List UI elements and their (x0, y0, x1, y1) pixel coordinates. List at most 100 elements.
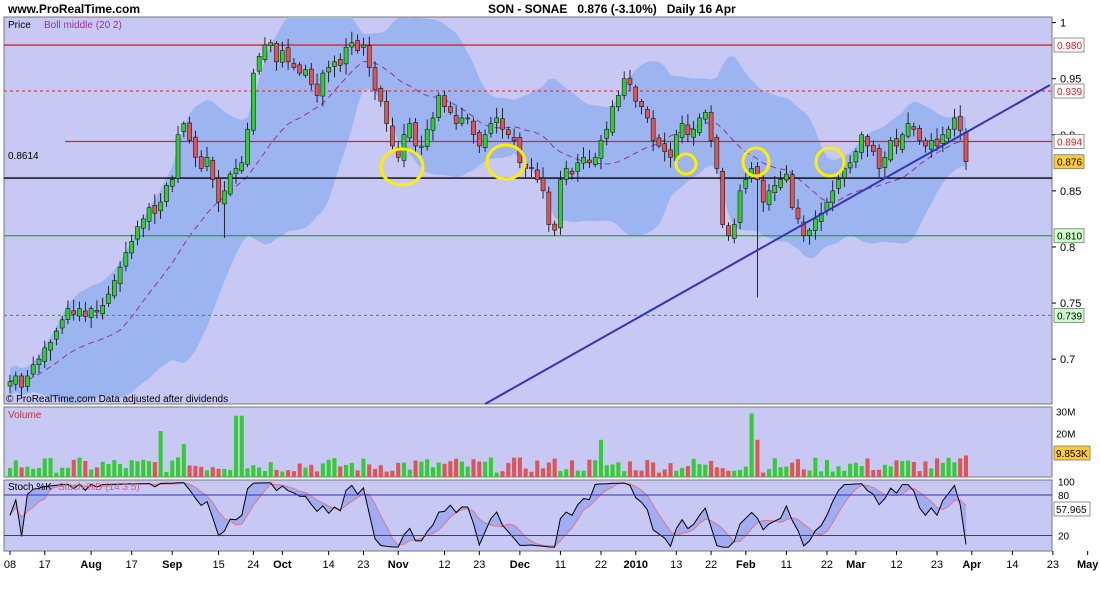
volume-badge-box (1053, 445, 1091, 461)
candle (558, 179, 563, 229)
volume-bar (407, 469, 412, 477)
volume-bar (100, 461, 105, 477)
candle (760, 179, 766, 203)
volume-bar (958, 458, 963, 477)
volume-bar (929, 468, 934, 477)
volume-bar (349, 462, 354, 477)
volume-bar (819, 471, 824, 477)
candle (146, 207, 152, 222)
x-tick-label: 14 (1006, 559, 1018, 571)
x-tick-label: 22 (821, 559, 833, 571)
x-tick-label: 14 (323, 559, 335, 571)
x-tick-label: 23 (473, 559, 485, 571)
volume-bar (506, 462, 511, 477)
candle (309, 68, 314, 85)
candle (459, 117, 465, 124)
volume-bar (204, 470, 210, 477)
candle (94, 310, 100, 313)
x-tick-label: 17 (126, 559, 138, 571)
volume-bar (94, 467, 99, 477)
volume-bar (332, 458, 337, 477)
volume-bar (627, 461, 632, 477)
volume-bar (697, 464, 702, 477)
candle (766, 190, 772, 205)
candle (175, 134, 181, 179)
x-tick-label: Feb (736, 559, 756, 571)
volume-bar (152, 462, 157, 477)
volume-bar (790, 462, 795, 477)
candle (917, 128, 922, 141)
volume-bar (77, 457, 82, 477)
volume-bar (541, 468, 546, 477)
ticker: SON - SONAE (488, 2, 568, 16)
volume-bar (19, 467, 24, 477)
volume-bar (372, 468, 378, 477)
volume-bar (425, 459, 430, 477)
candle (691, 128, 696, 138)
candle (952, 117, 957, 130)
price-badge-box (1053, 83, 1085, 99)
stoch-k-line (9, 482, 967, 548)
volume-bar (714, 467, 719, 477)
volume-bar (952, 462, 957, 477)
y-tick-label: 0.85 (1060, 186, 1081, 198)
volume-bar (297, 463, 302, 477)
volume-bar (135, 461, 140, 477)
candle (65, 308, 71, 320)
y-tick-label: 0.7 (1060, 354, 1075, 366)
candle (158, 201, 163, 212)
x-tick-label: Dec (510, 559, 530, 571)
price-badge: 0.876 (1057, 158, 1082, 169)
volume-bar (274, 469, 279, 477)
x-tick-label: 23 (1047, 559, 1059, 571)
volume-bar (303, 467, 308, 477)
bollinger-band (10, 17, 966, 404)
volume-bar (512, 457, 517, 477)
candle (222, 190, 227, 205)
volume-bar (454, 458, 459, 477)
volume-bar (89, 469, 94, 477)
candle (251, 72, 256, 131)
volume-bar (187, 465, 192, 477)
volume-bar (367, 464, 372, 477)
stoch-d-label: Stoch %D (14 3 5) (58, 482, 140, 493)
candle (598, 140, 604, 159)
candle (720, 171, 725, 225)
candle (853, 151, 859, 163)
volume-bar (900, 460, 905, 477)
candle (534, 169, 540, 180)
x-tick-label: Oct (273, 559, 292, 571)
candle (123, 252, 129, 267)
volume-bar (193, 465, 198, 477)
price-badge-box (1053, 307, 1085, 323)
volume-bar (824, 459, 829, 477)
candle (106, 293, 111, 304)
volume-bar (436, 462, 441, 477)
candle (71, 310, 77, 315)
candle (859, 134, 864, 153)
candle (697, 117, 702, 133)
volume-bar (848, 463, 853, 477)
candle (198, 156, 204, 169)
price-badge-box (1053, 228, 1085, 244)
candle (233, 168, 239, 175)
x-tick-label: Sep (162, 559, 182, 571)
volume-tick-label: 20M (1056, 429, 1075, 440)
candle (656, 137, 662, 147)
volume-bar (726, 470, 731, 477)
volume-bar (564, 469, 569, 477)
volume-bar (477, 461, 482, 477)
volume-bar (419, 461, 424, 477)
volume-bar (106, 464, 111, 477)
candle (807, 229, 812, 236)
x-tick-label: 23 (931, 559, 943, 571)
volume-bar (147, 461, 152, 477)
volume-bar (13, 460, 18, 477)
candle (100, 305, 105, 315)
volume-bar (766, 469, 772, 477)
volume-bar (836, 466, 841, 477)
candle (135, 226, 140, 240)
volume-bar (558, 471, 563, 477)
candle (911, 126, 917, 130)
volume-bar (315, 471, 320, 477)
